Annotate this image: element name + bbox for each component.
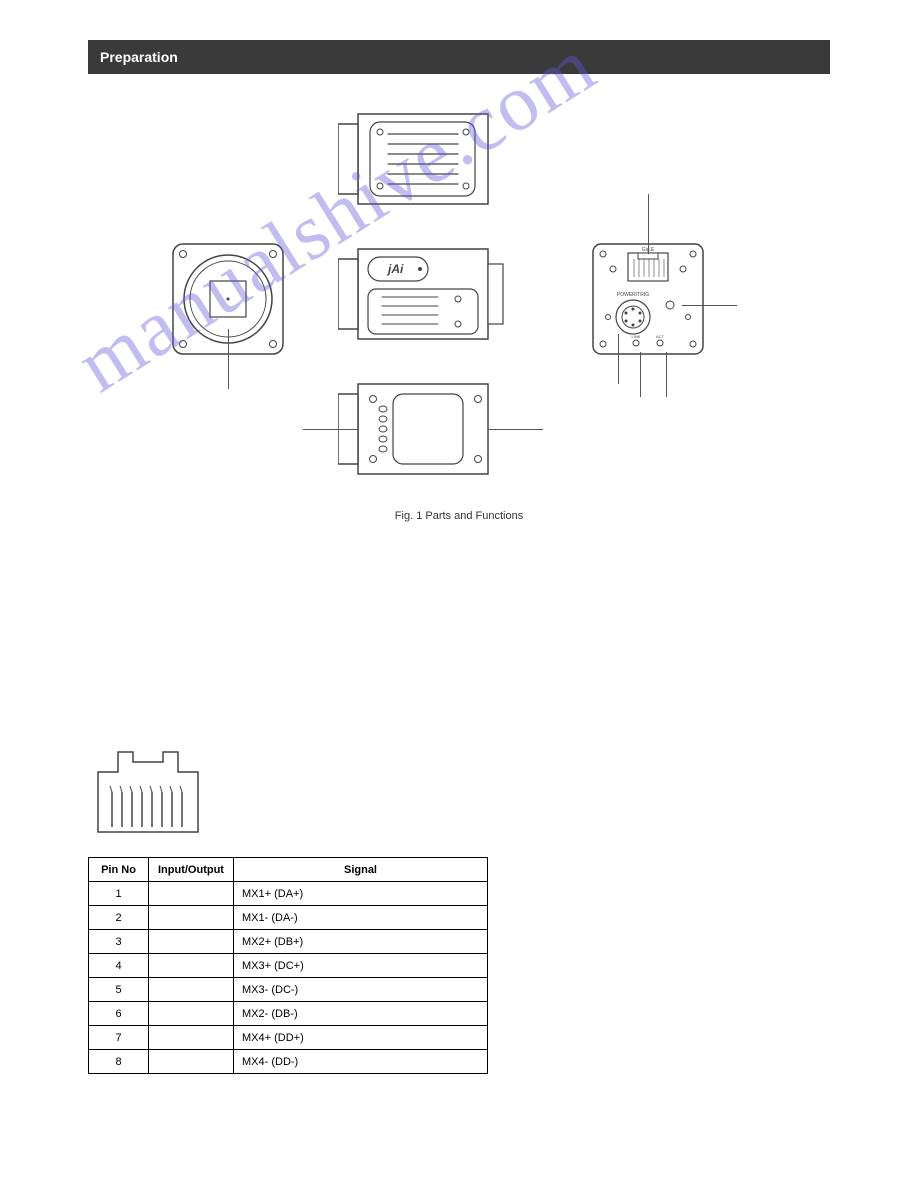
pin-table-body: 1 MX1+ (DA+) 2 MX1- (DA-) 3 MX2+ (DB+) 4… (89, 882, 488, 1074)
table-row: 1 MX1+ (DA+) (89, 882, 488, 906)
callout-line-act (666, 352, 667, 397)
table-row: 5 MX3- (DC-) (89, 978, 488, 1002)
cell-pin: 5 (89, 978, 149, 1002)
table-row: 8 MX4- (DD-) (89, 1050, 488, 1074)
pin-table: Pin No Input/Output Signal 1 MX1+ (DA+) … (88, 857, 488, 1074)
callout-line-rj45 (648, 194, 649, 254)
svg-text:ACT: ACT (656, 334, 665, 339)
col-io: Input/Output (149, 858, 234, 882)
table-header-row: Pin No Input/Output Signal (89, 858, 488, 882)
cell-io (149, 1026, 234, 1050)
callout-line-mount-l (303, 429, 358, 430)
section-header-title: Preparation (100, 49, 178, 65)
svg-text:jAi: jAi (386, 262, 404, 276)
camera-rear-view: Gig.E POWER/TRIG (588, 239, 708, 359)
cell-pin: 8 (89, 1050, 149, 1074)
table-row: 2 MX1- (DA-) (89, 906, 488, 930)
cell-pin: 4 (89, 954, 149, 978)
cell-io (149, 1050, 234, 1074)
parts-diagram: jAi Gig.E (88, 74, 830, 504)
table-row: 6 MX2- (DB-) (89, 1002, 488, 1026)
cell-io (149, 882, 234, 906)
cell-signal: MX4- (DD-) (234, 1050, 488, 1074)
svg-text:POWER/TRIG: POWER/TRIG (617, 292, 649, 298)
callout-line-dcin (618, 334, 619, 384)
cell-signal: MX4+ (DD+) (234, 1026, 488, 1050)
cell-pin: 7 (89, 1026, 149, 1050)
cell-pin: 2 (89, 906, 149, 930)
cell-signal: MX2- (DB-) (234, 1002, 488, 1026)
cell-signal: MX1- (DA-) (234, 906, 488, 930)
section-header: Preparation (88, 40, 830, 74)
table-row: 7 MX4+ (DD+) (89, 1026, 488, 1050)
cell-io (149, 954, 234, 978)
table-row: 3 MX2+ (DB+) (89, 930, 488, 954)
callout-line-link (640, 352, 641, 397)
camera-top-view (338, 104, 508, 214)
cell-signal: MX1+ (DA+) (234, 882, 488, 906)
col-pin: Pin No (89, 858, 149, 882)
cell-pin: 1 (89, 882, 149, 906)
cell-io (149, 978, 234, 1002)
cell-pin: 6 (89, 1002, 149, 1026)
rj45-connector-diagram (88, 742, 208, 837)
cell-io (149, 906, 234, 930)
cell-signal: MX2+ (DB+) (234, 930, 488, 954)
cell-io (149, 1002, 234, 1026)
col-signal: Signal (234, 858, 488, 882)
cell-io (149, 930, 234, 954)
callout-line-led (682, 305, 737, 306)
cell-pin: 3 (89, 930, 149, 954)
camera-side-view: jAi (338, 239, 508, 349)
callout-line-mount-r (488, 429, 543, 430)
cell-signal: MX3+ (DC+) (234, 954, 488, 978)
table-row: 4 MX3+ (DC+) (89, 954, 488, 978)
cell-signal: MX3- (DC-) (234, 978, 488, 1002)
figure-caption: Fig. 1 Parts and Functions (88, 510, 830, 522)
camera-bottom-view (338, 374, 508, 484)
callout-line-lens (228, 329, 229, 389)
svg-text:LINK: LINK (632, 334, 641, 339)
